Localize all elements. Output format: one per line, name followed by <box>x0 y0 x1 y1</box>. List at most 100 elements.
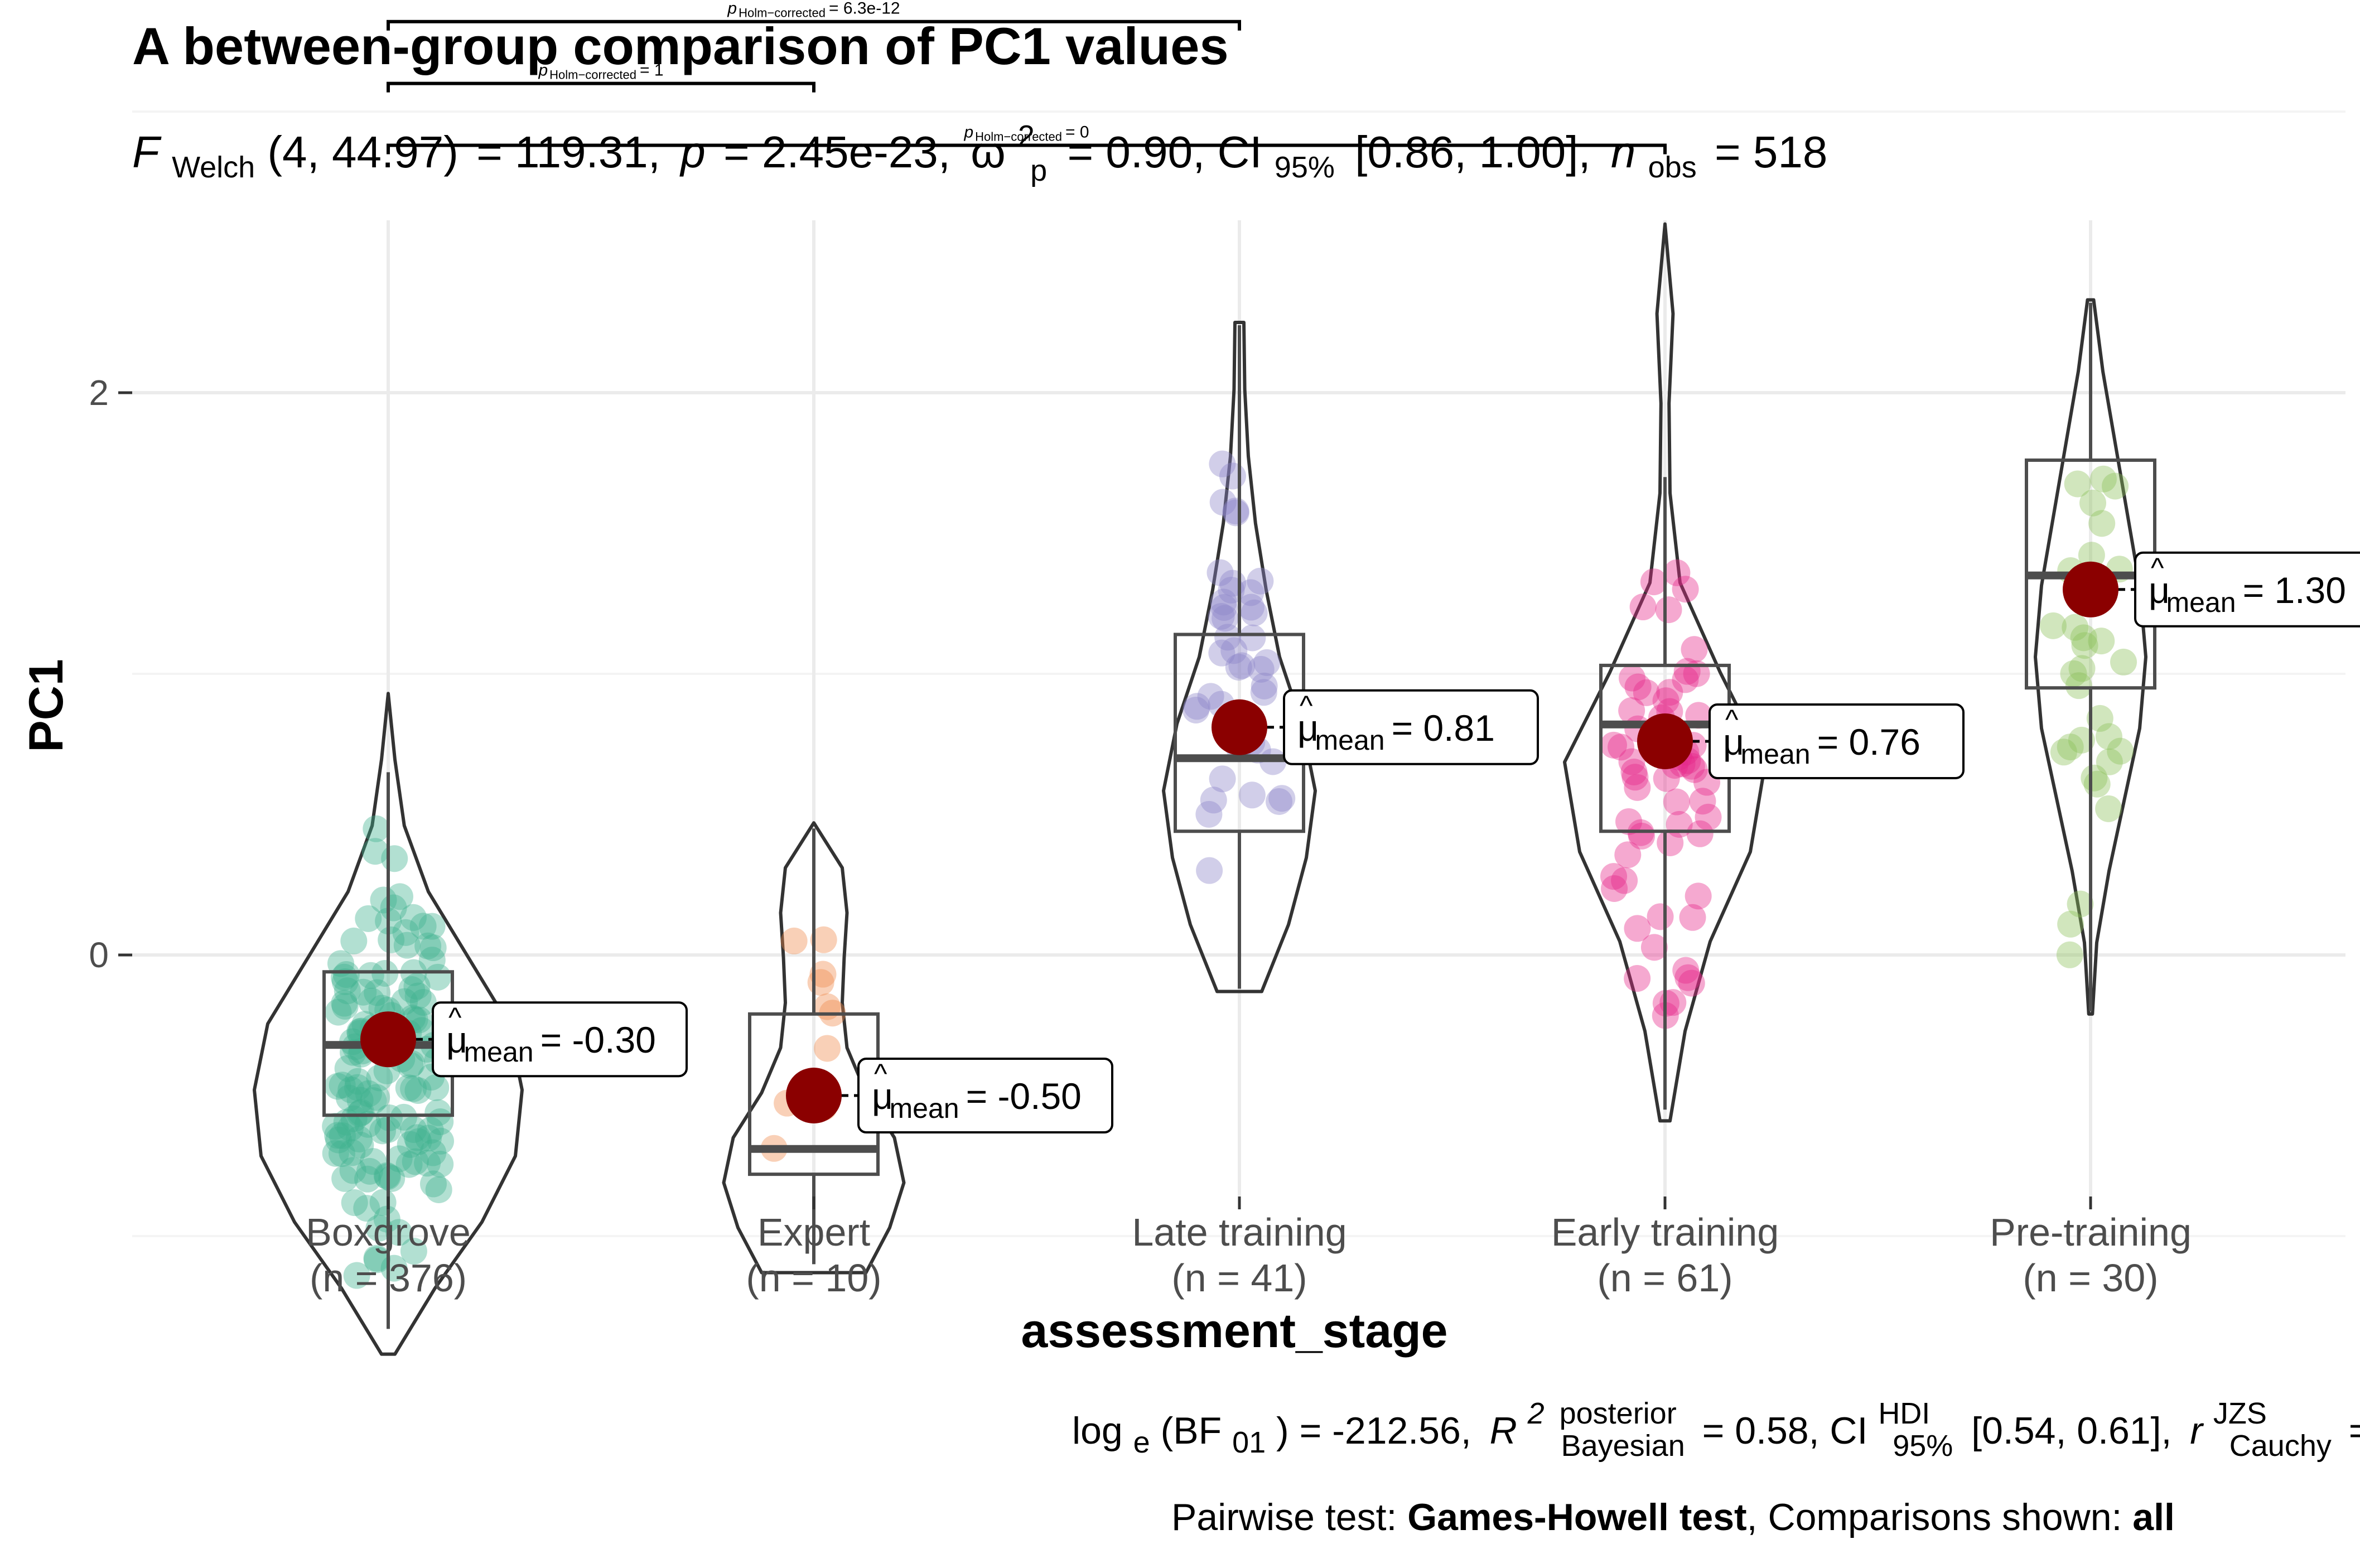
data-point <box>344 1068 371 1095</box>
data-point <box>424 1099 452 1126</box>
data-point <box>810 926 837 953</box>
mean-point <box>1637 713 1693 769</box>
data-point <box>1689 788 1716 815</box>
data-point <box>370 886 397 914</box>
data-point <box>365 1214 393 1242</box>
caption-hdi-value: [0.54, 0.61], <box>1971 1410 2171 1452</box>
data-point <box>378 926 405 953</box>
data-point <box>1633 679 1660 706</box>
data-point <box>366 1064 393 1092</box>
data-point <box>1655 596 1682 624</box>
mean-label-box <box>1283 689 1539 765</box>
data-point <box>360 1087 387 1115</box>
caption-r-value: = 0.58, CI <box>1702 1410 1868 1452</box>
subtitle-effect-symbol: ω <box>971 127 1005 177</box>
data-point <box>393 932 421 959</box>
caption-pairwise: Pairwise test: Games-Howell test, Compar… <box>1171 1496 2175 1538</box>
data-point <box>814 993 841 1020</box>
subtitle-df: (4, 44.97) <box>267 127 458 177</box>
x-axis-title: assessment_stage <box>1021 1304 1448 1358</box>
comparison-bracket <box>387 81 815 93</box>
data-point <box>392 919 419 946</box>
data-point <box>2095 723 2122 750</box>
data-point <box>1266 788 1293 815</box>
data-point <box>414 1125 442 1152</box>
subtitle-stat-name: F <box>132 127 162 177</box>
subtitle-stat-value: = 119.31, <box>476 127 660 177</box>
mean-point <box>1212 699 1267 755</box>
data-point <box>404 982 432 1010</box>
y-axis-title: PC1 <box>20 659 73 752</box>
data-point <box>347 1131 374 1159</box>
data-point <box>341 1189 368 1217</box>
data-point <box>1268 785 1296 812</box>
mean-label: μ^mean = 0.76 <box>1723 704 1920 770</box>
data-point <box>1209 489 1237 516</box>
data-point <box>359 1148 387 1175</box>
data-point <box>2096 748 2123 775</box>
data-point <box>339 1139 366 1166</box>
data-point <box>1628 822 1656 850</box>
data-point <box>2062 614 2089 641</box>
data-point <box>1220 637 1248 664</box>
data-point <box>340 927 368 954</box>
data-point <box>328 1140 355 1167</box>
violin-0 <box>253 692 524 1356</box>
data-point <box>409 913 437 940</box>
data-point <box>385 1145 413 1173</box>
data-point <box>331 968 359 995</box>
data-point <box>419 934 447 962</box>
caption-bf-e: e <box>1133 1426 1150 1459</box>
data-point <box>2081 764 2108 792</box>
caption-cauchy-sub: Cauchy <box>2229 1429 2332 1463</box>
data-point <box>414 932 442 959</box>
data-point <box>331 1165 359 1192</box>
jitter-points <box>322 450 2137 1289</box>
data-point <box>809 961 837 988</box>
data-point <box>422 1074 450 1101</box>
chart-subtitle: F Welch (4, 44.97) = 119.31, p = 2.45e-2… <box>132 106 1827 190</box>
data-point <box>418 947 446 974</box>
data-point <box>1238 594 1265 621</box>
data-point <box>324 1073 351 1100</box>
subtitle-n-symbol: n <box>1611 127 1636 177</box>
data-point <box>414 1150 441 1177</box>
data-point <box>417 1117 444 1144</box>
data-point <box>397 1131 424 1158</box>
data-point <box>2086 705 2113 732</box>
data-point <box>1614 841 1642 869</box>
data-point <box>1624 915 1651 942</box>
data-point <box>1253 649 1281 676</box>
data-point <box>404 1077 432 1104</box>
data-point <box>1196 857 1223 884</box>
caption-hdi-sub: 95% <box>1893 1429 1953 1463</box>
data-point <box>1629 594 1657 621</box>
data-point <box>2068 655 2096 682</box>
data-point <box>1228 652 1256 679</box>
data-point <box>1197 683 1224 710</box>
mean-label: μ^mean = -0.30 <box>446 1002 656 1068</box>
data-point <box>1653 765 1680 792</box>
data-point <box>1183 696 1210 723</box>
data-point <box>1214 624 1242 651</box>
data-point <box>427 1151 454 1178</box>
data-point <box>346 1087 374 1114</box>
violin-4 <box>2034 298 2147 1016</box>
caption-bf-value: ) = -212.56, <box>1276 1410 1471 1452</box>
caption-pairwise-test: Games-Howell test <box>1407 1496 1746 1538</box>
data-point <box>2071 632 2098 659</box>
caption-r-sup-word: posterior <box>1560 1397 1677 1430</box>
data-point <box>814 1035 841 1062</box>
data-point <box>2107 737 2134 765</box>
data-point <box>363 815 390 842</box>
data-point <box>1247 567 1274 595</box>
data-point <box>403 1124 431 1151</box>
data-point <box>1621 764 1649 791</box>
data-point <box>356 1157 383 1185</box>
data-point <box>1208 639 1235 667</box>
mean-label-box <box>857 1058 1113 1133</box>
data-point <box>325 1126 353 1154</box>
data-point <box>355 905 382 932</box>
mean-label: μ^mean = -0.50 <box>872 1058 1082 1124</box>
data-point <box>1237 579 1265 606</box>
